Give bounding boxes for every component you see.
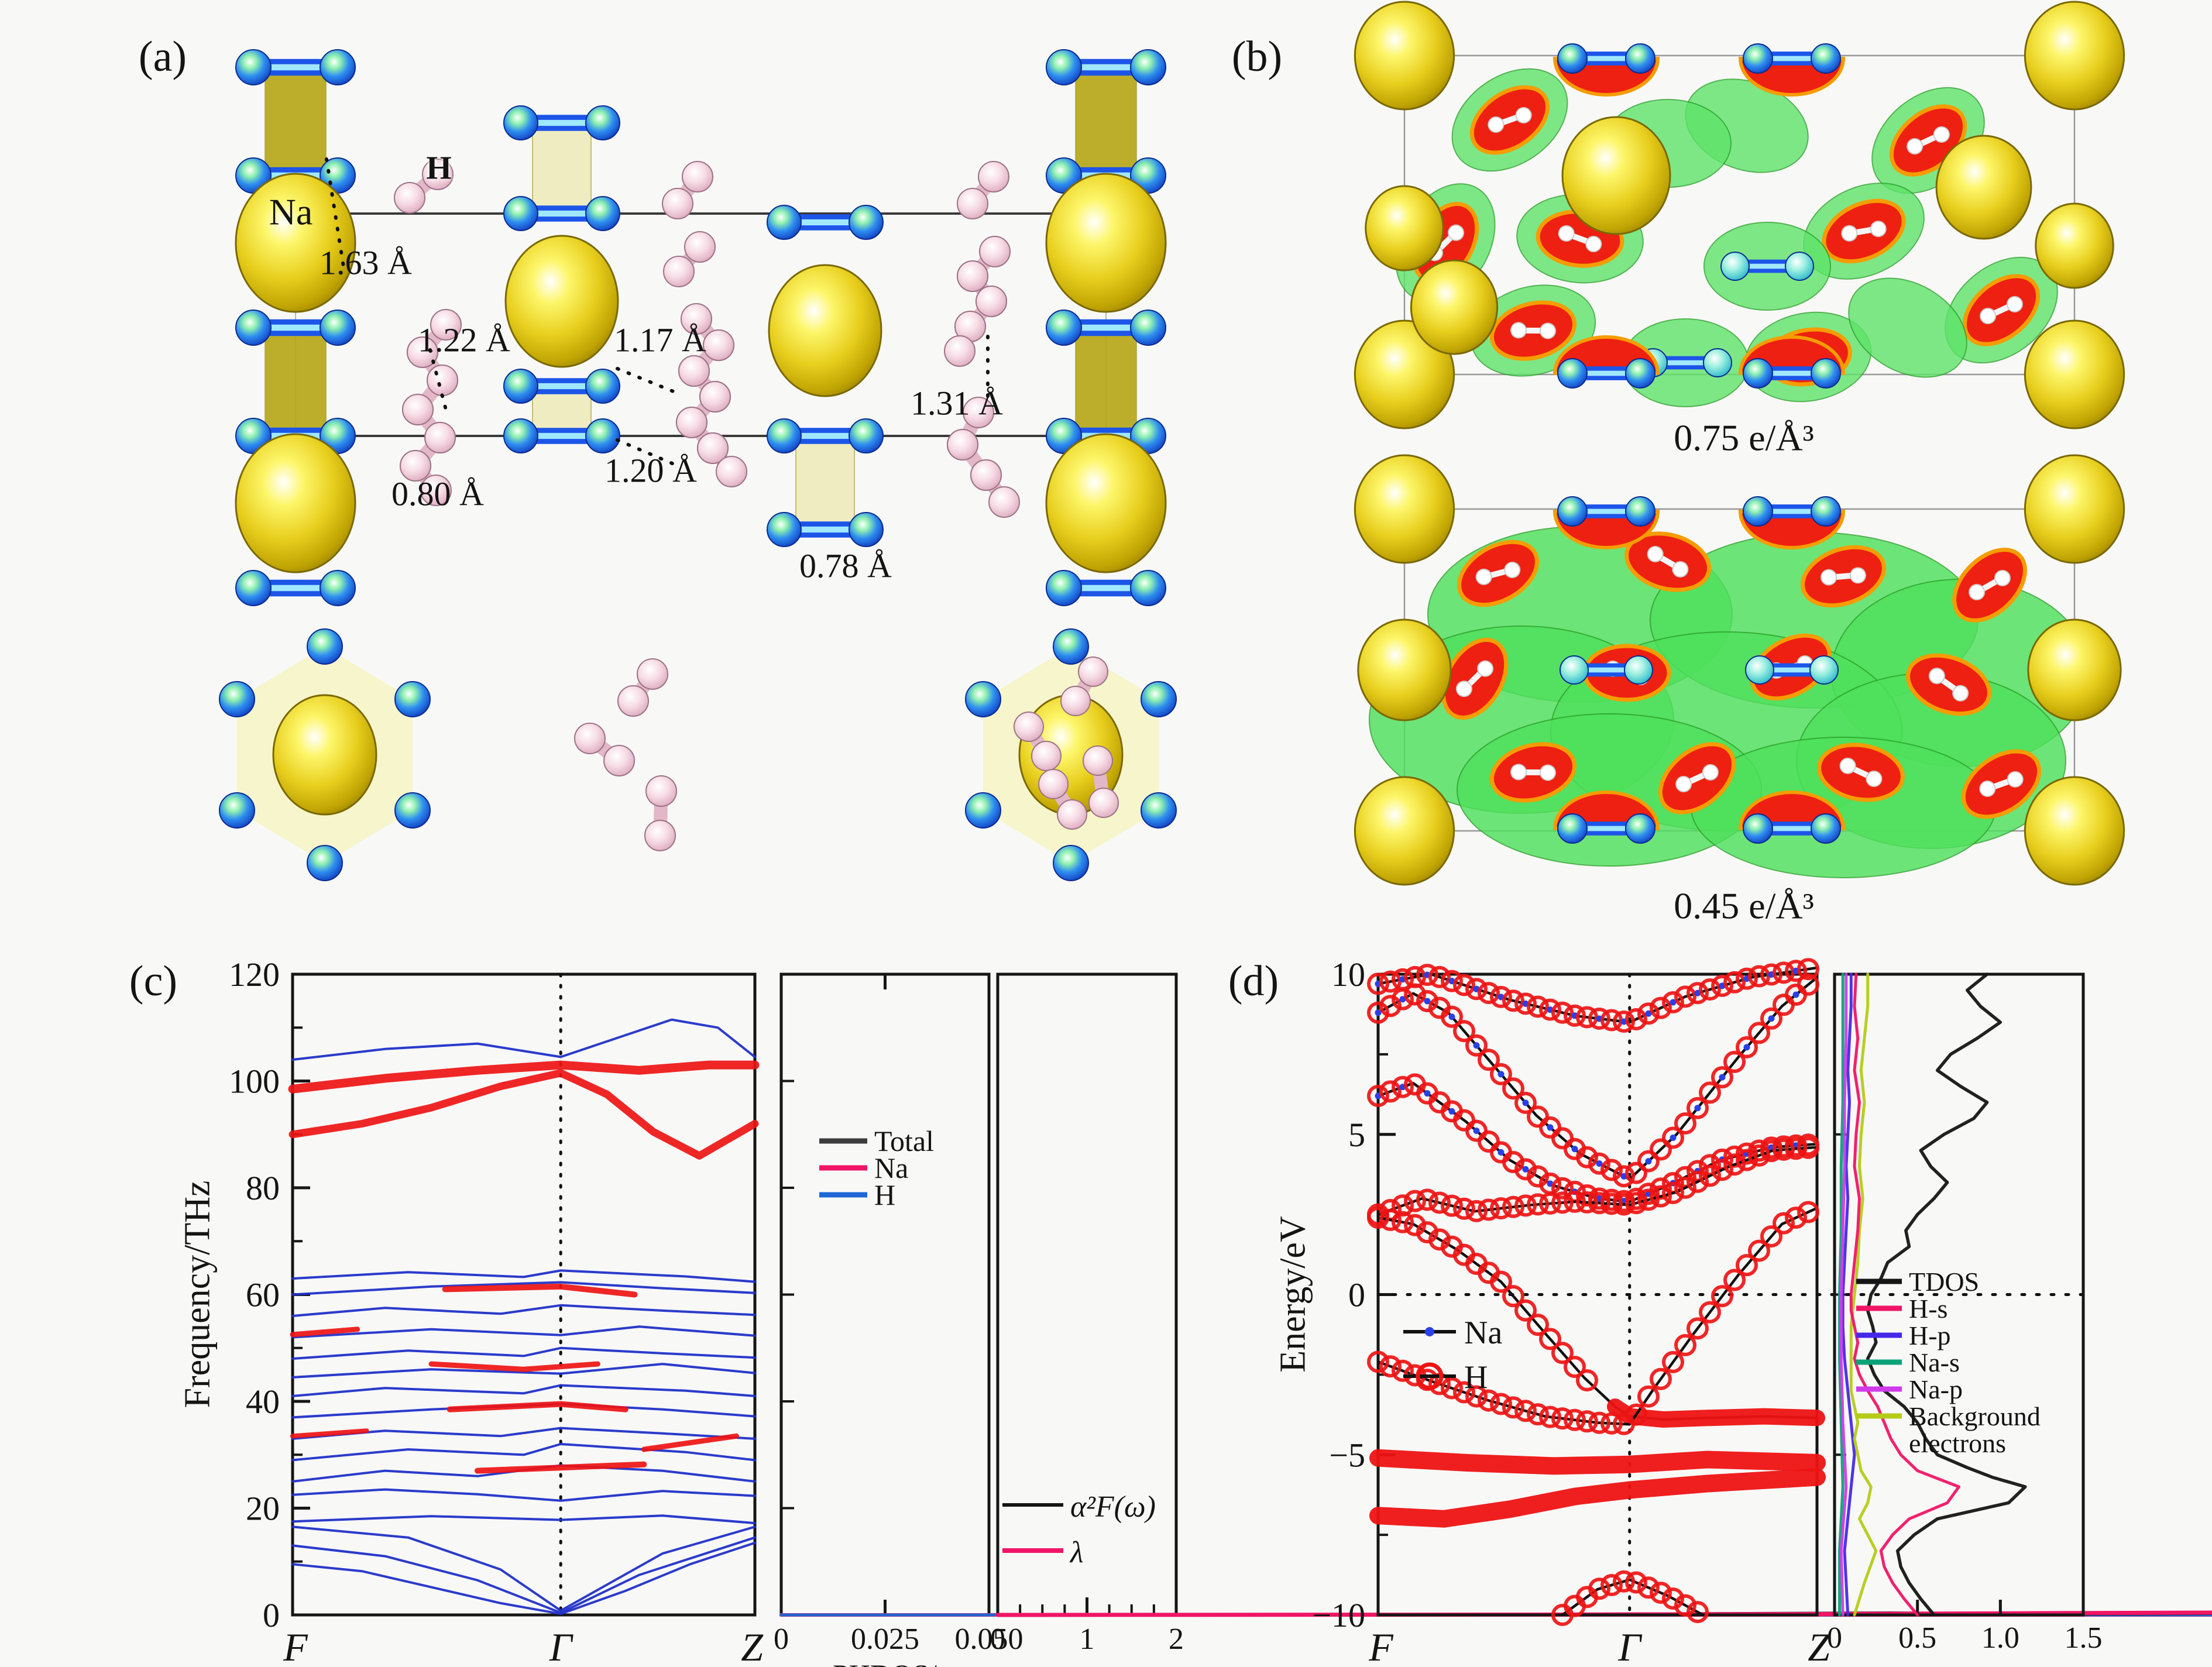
svg-text:0: 0 xyxy=(263,1596,280,1634)
svg-text:H: H xyxy=(1464,1359,1488,1396)
svg-text:100: 100 xyxy=(229,1063,280,1101)
svg-text:TDOS: TDOS xyxy=(1909,1267,1979,1297)
svg-text:0: 0 xyxy=(1348,1276,1365,1314)
svg-text:H-p: H-p xyxy=(1909,1321,1951,1350)
svg-text:Γ: Γ xyxy=(1617,1625,1642,1667)
svg-text:Z: Z xyxy=(1808,1625,1830,1667)
bond-distance-label: 1.63 Å xyxy=(320,243,412,282)
bond-distance-label: 1.31 Å xyxy=(911,384,1003,422)
phonon-frequency-axis-title: Frequency/THz xyxy=(177,1180,218,1408)
atom-label: H xyxy=(426,150,452,187)
bond-distance-label: 1.22 Å xyxy=(418,321,510,359)
svg-text:5: 5 xyxy=(1348,1116,1365,1154)
panel-a-structure xyxy=(235,49,1167,606)
svg-text:−10: −10 xyxy=(1312,1596,1365,1634)
bond-distance-lines xyxy=(325,157,990,468)
bond-distance-label: 1.20 Å xyxy=(604,451,697,490)
svg-text:80: 80 xyxy=(246,1169,280,1207)
svg-text:Na-p: Na-p xyxy=(1909,1374,1963,1404)
svg-text:0.5: 0.5 xyxy=(1898,1621,1936,1655)
panel-b-isosurfaces xyxy=(1354,1,2125,886)
svg-text:1: 1 xyxy=(1080,1623,1095,1656)
bond-distance-label: 0.78 Å xyxy=(799,546,892,585)
svg-text:α²F(ω): α²F(ω) xyxy=(1070,1490,1156,1524)
svg-text:0.025: 0.025 xyxy=(851,1623,919,1656)
svg-text:−5: −5 xyxy=(1329,1436,1365,1474)
bond-distance-label: 0.80 Å xyxy=(391,475,484,513)
phdos-axis-title-line1: PHDOS/ xyxy=(833,1659,937,1667)
svg-text:0: 0 xyxy=(774,1623,789,1656)
electronic-band-chart: −10 −5 0 5 10 F Γ Z Na H xyxy=(1312,955,2085,1667)
svg-text:Na: Na xyxy=(874,1152,908,1184)
electronic-dos-chart: 0 0.5 1.0 1.5 TDOSH-sH-pNa-sNa-pBackgroundel… xyxy=(1827,972,2103,1655)
svg-text:F: F xyxy=(283,1625,308,1667)
hydrogen-chains xyxy=(394,159,1020,518)
svg-text:0: 0 xyxy=(990,1623,1005,1656)
panel-c-label: (c) xyxy=(129,957,178,1006)
svg-text:Total: Total xyxy=(874,1125,934,1157)
eliashberg-chart: 0 1 2 α²F(ω) λ xyxy=(990,972,2212,1656)
svg-text:10: 10 xyxy=(1331,955,1365,994)
panel-a-label: (a) xyxy=(138,33,187,81)
svg-text:H-s: H-s xyxy=(1909,1294,1947,1324)
svg-text:Na: Na xyxy=(1464,1315,1502,1351)
svg-text:40: 40 xyxy=(246,1383,280,1421)
svg-text:1.5: 1.5 xyxy=(2065,1621,2103,1655)
svg-text:120: 120 xyxy=(229,955,280,994)
svg-text:2: 2 xyxy=(1169,1623,1184,1656)
svg-text:Na-s: Na-s xyxy=(1909,1348,1960,1377)
svg-text:F: F xyxy=(1368,1625,1394,1667)
svg-text:electrons: electrons xyxy=(1909,1428,2006,1458)
svg-text:Background: Background xyxy=(1909,1401,2041,1431)
svg-text:0: 0 xyxy=(1827,1621,1842,1655)
atom-label: Na xyxy=(269,191,313,233)
bond-distance-label: 1.17 Å xyxy=(614,321,706,359)
svg-text:Z: Z xyxy=(741,1625,764,1667)
dos-axis-title: DOS/[states·eV⁻¹/(f. u.)] xyxy=(1836,1662,2106,1667)
svg-text:λ: λ xyxy=(1069,1536,1084,1569)
svg-text:60: 60 xyxy=(246,1276,280,1314)
svg-text:1.0: 1.0 xyxy=(1981,1621,2019,1655)
isosurface-level-label-bottom: 0.45 e/Å³ xyxy=(1674,885,1814,927)
phonon-band-chart: 0 20 40 60 80 100 120 F Γ Z xyxy=(229,955,764,1667)
svg-text:Γ: Γ xyxy=(549,1625,573,1667)
svg-text:20: 20 xyxy=(246,1490,280,1528)
energy-axis-title: Energy/eV xyxy=(1273,1216,1313,1373)
panel-b-label: (b) xyxy=(1231,33,1283,81)
panel-a-bottom-motifs xyxy=(219,628,1177,881)
isosurface-level-label-top: 0.75 e/Å³ xyxy=(1674,417,1814,459)
svg-text:0.050: 0.050 xyxy=(955,1623,1023,1656)
panel-d-label: (d) xyxy=(1228,957,1279,1006)
svg-text:H: H xyxy=(874,1178,895,1211)
